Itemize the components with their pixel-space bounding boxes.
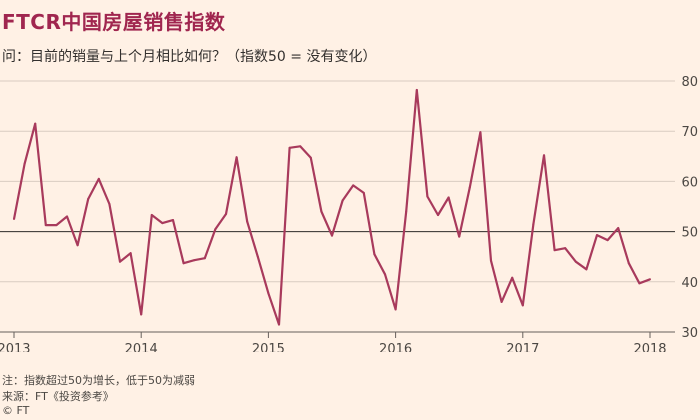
data-point — [225, 213, 228, 216]
data-point — [341, 199, 344, 202]
data-point — [161, 222, 164, 225]
y-tick-label: 60 — [681, 175, 698, 190]
y-axis-ticks: 80 70 60 50 40 30 — [681, 75, 698, 341]
data-point — [13, 218, 15, 221]
data-point — [172, 219, 174, 222]
data-point — [490, 259, 492, 262]
footnote: 注：指数超过50为增长，低于50为减弱 — [2, 374, 195, 387]
x-axis-ticks: 2013 2014 2015 2016 2017 2018 — [0, 332, 667, 352]
y-tick-label: 80 — [681, 75, 698, 90]
data-point — [129, 252, 132, 255]
data-point — [118, 260, 121, 263]
data-point — [405, 210, 408, 213]
data-point — [214, 228, 217, 231]
data-point — [574, 260, 577, 263]
data-point — [320, 210, 323, 213]
y-tick-label: 50 — [681, 226, 698, 241]
data-point — [140, 313, 143, 316]
data-point — [23, 162, 26, 165]
data-point — [585, 268, 588, 271]
data-point — [362, 191, 365, 194]
data-point — [627, 262, 630, 265]
data-point — [55, 224, 58, 227]
data-point — [447, 196, 450, 199]
data-point — [394, 308, 397, 311]
y-tick-label: 30 — [681, 326, 698, 341]
data-point — [97, 177, 100, 180]
data-point — [246, 220, 249, 223]
data-point — [299, 145, 302, 148]
x-tick-label: 2015 — [252, 342, 285, 352]
x-tick-label: 2017 — [506, 342, 539, 352]
data-point — [617, 227, 620, 230]
data-point — [150, 214, 153, 217]
x-tick-label: 2014 — [125, 342, 158, 352]
data-point — [76, 244, 79, 247]
data-point — [87, 197, 90, 200]
data-point — [543, 154, 546, 157]
data-point — [564, 247, 567, 250]
data-point — [66, 215, 69, 218]
data-point — [606, 239, 609, 242]
chart-title: FTCR中国房屋销售指数 — [2, 10, 226, 34]
data-point — [468, 186, 471, 189]
data-point — [532, 223, 535, 226]
chart-subtitle: 问：目前的销量与上个月相比如何？（指数50 = 没有变化） — [2, 49, 377, 65]
source-note: 来源：FT《投资参考》 — [2, 390, 114, 403]
y-tick-label: 70 — [681, 125, 698, 140]
x-tick-label: 2018 — [633, 342, 666, 352]
data-point — [649, 278, 651, 281]
data-point — [595, 234, 598, 237]
grid-lines — [0, 80, 675, 333]
data-point — [521, 304, 524, 307]
copyright-note: © FT — [2, 404, 30, 417]
data-point — [288, 146, 291, 149]
data-point — [638, 282, 641, 285]
data-point — [384, 273, 387, 276]
data-point — [436, 214, 439, 217]
line-chart: 80 70 60 50 40 30 2013 2014 2015 2016 2017 2018 — [0, 75, 698, 352]
data-point — [511, 276, 514, 279]
series-points — [13, 89, 651, 326]
data-point — [203, 257, 206, 260]
data-point — [352, 184, 355, 187]
data-point — [415, 89, 418, 92]
data-point — [277, 323, 280, 326]
data-point — [182, 262, 185, 265]
data-point — [108, 202, 111, 205]
data-point — [44, 224, 47, 227]
data-point — [500, 300, 503, 303]
data-point — [267, 292, 270, 295]
data-point — [458, 235, 461, 238]
data-point — [426, 195, 429, 198]
data-point — [193, 259, 196, 262]
y-tick-label: 40 — [681, 276, 698, 291]
data-point — [309, 156, 312, 159]
data-point — [235, 156, 238, 159]
data-point — [479, 131, 482, 134]
data-point — [553, 249, 556, 252]
data-point — [331, 234, 333, 237]
data-point — [373, 253, 376, 256]
data-point — [34, 122, 37, 125]
data-point — [256, 255, 259, 258]
series-line — [12, 88, 651, 326]
x-tick-label: 2016 — [379, 342, 412, 352]
x-tick-label: 2013 — [0, 342, 31, 352]
